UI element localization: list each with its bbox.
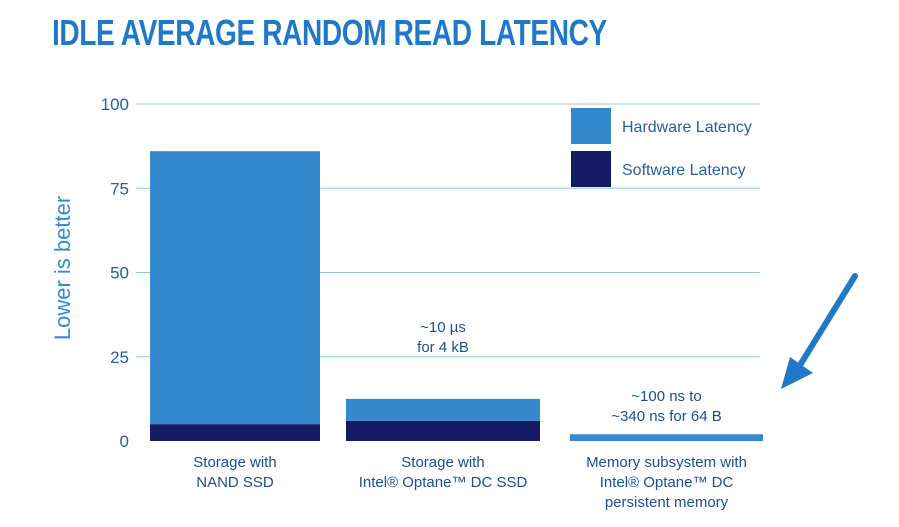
category-label: Storage with bbox=[401, 454, 484, 471]
legend-swatch bbox=[571, 151, 611, 187]
chart-title: IDLE AVERAGE RANDOM READ LATENCY bbox=[52, 12, 607, 53]
y-tick-label: 75 bbox=[110, 179, 129, 198]
y-tick-label: 50 bbox=[110, 264, 129, 283]
bar-hardware-latency bbox=[150, 151, 320, 425]
annotation-label: ~10 µs bbox=[420, 319, 466, 336]
y-tick-label: 100 bbox=[101, 95, 129, 114]
category-label: Storage with bbox=[193, 454, 276, 471]
bar-software-latency bbox=[150, 424, 320, 441]
category-label: NAND SSD bbox=[196, 474, 274, 491]
bar-hardware-latency bbox=[570, 434, 763, 441]
annotation-label: ~340 ns for 64 B bbox=[611, 408, 722, 425]
annotation-label: ~100 ns to bbox=[631, 388, 701, 405]
category-label: Memory subsystem with bbox=[586, 454, 747, 471]
legend-label: Hardware Latency bbox=[622, 119, 752, 136]
legend-label: Software Latency bbox=[622, 162, 746, 179]
category-label: persistent memory bbox=[605, 494, 729, 511]
category-label: Intel® Optane™ DC SSD bbox=[359, 474, 528, 491]
y-tick-label: 0 bbox=[120, 432, 129, 451]
y-tick-label: 25 bbox=[110, 348, 129, 367]
arrow-shaft bbox=[794, 273, 858, 373]
y-axis-label: Lower is better bbox=[50, 196, 75, 340]
bar-software-latency bbox=[346, 420, 540, 441]
bar-hardware-latency bbox=[346, 398, 540, 421]
category-label: Intel® Optane™ DC bbox=[600, 474, 734, 491]
arrow-head bbox=[781, 357, 813, 389]
annotation-label: for 4 kB bbox=[417, 339, 469, 356]
legend-swatch bbox=[571, 108, 611, 144]
